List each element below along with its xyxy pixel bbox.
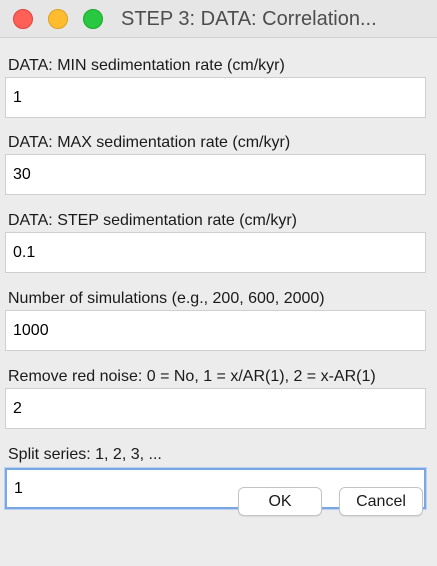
- maximize-window-button[interactable]: [83, 9, 103, 29]
- step-rate-label: DATA: STEP sedimentation rate (cm/kyr): [8, 212, 297, 229]
- max-rate-input[interactable]: [5, 154, 426, 195]
- num-simulations-input[interactable]: [5, 310, 426, 351]
- num-simulations-label: Number of simulations (e.g., 200, 600, 2…: [8, 290, 325, 307]
- minimize-window-button[interactable]: [48, 9, 68, 29]
- min-rate-label: DATA: MIN sedimentation rate (cm/kyr): [8, 57, 285, 74]
- dialog-content: DATA: MIN sedimentation rate (cm/kyr) DA…: [0, 38, 437, 566]
- ok-button[interactable]: OK: [238, 487, 322, 516]
- step-rate-input[interactable]: [5, 232, 426, 273]
- title-bar[interactable]: STEP 3: DATA: Correlation...: [0, 0, 437, 38]
- cancel-button[interactable]: Cancel: [339, 487, 423, 516]
- min-rate-input[interactable]: [5, 77, 426, 118]
- close-window-button[interactable]: [13, 9, 33, 29]
- red-noise-label: Remove red noise: 0 = No, 1 = x/AR(1), 2…: [8, 368, 376, 385]
- split-series-label: Split series: 1, 2, 3, ...: [8, 446, 162, 463]
- red-noise-input[interactable]: [5, 388, 426, 429]
- max-rate-label: DATA: MAX sedimentation rate (cm/kyr): [8, 134, 291, 151]
- window-title: STEP 3: DATA: Correlation...: [121, 8, 377, 30]
